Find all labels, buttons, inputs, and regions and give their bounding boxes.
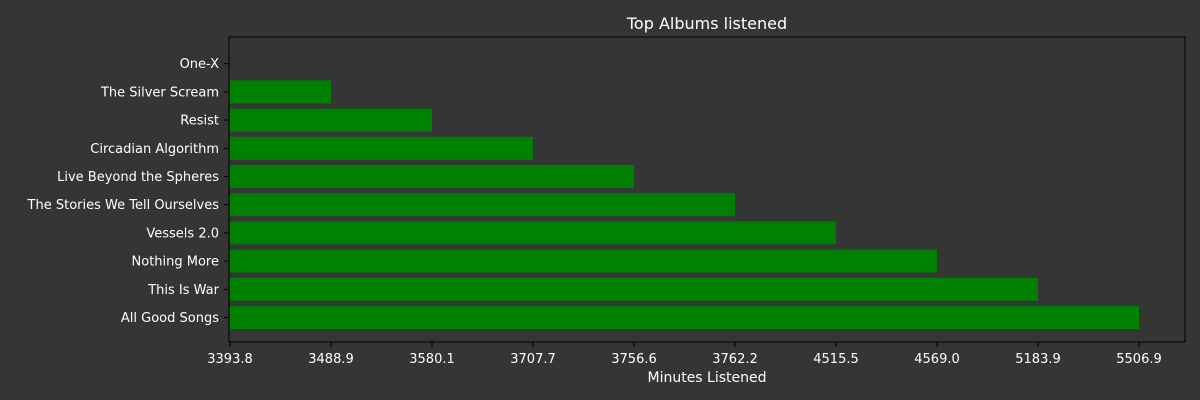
y-tick-label: Resist — [180, 114, 219, 129]
y-tick-label: Circadian Algorithm — [90, 142, 219, 157]
y-tick-label: The Silver Scream — [100, 85, 219, 100]
y-tick-label: This Is War — [147, 283, 219, 298]
x-tick-label: 5506.9 — [1116, 352, 1162, 367]
y-tick-label: Live Beyond the Spheres — [57, 170, 219, 185]
x-tick-label: 3393.8 — [207, 352, 253, 367]
x-tick-label: 3580.1 — [409, 352, 455, 367]
x-tick-labels: 3393.8 3488.9 3580.1 3707.7 3756.6 3762.2 4515… — [207, 342, 1162, 367]
bar-5 — [230, 193, 735, 217]
y-tick-label: Vessels 2.0 — [146, 226, 219, 241]
bar-1 — [230, 306, 1139, 329]
plot-frame — [228, 36, 1186, 343]
x-tick-label: 4569.0 — [914, 352, 960, 367]
y-tick-label: Nothing More — [132, 255, 219, 270]
x-axis-label: Minutes Listened — [647, 370, 766, 386]
bar-9 — [230, 80, 331, 104]
x-tick-label: 3756.6 — [611, 352, 657, 367]
bar-3 — [230, 249, 937, 273]
y-tick-labels: All Good Songs This Is War Nothing More Ves… — [27, 57, 229, 326]
x-tick-label: 4515.5 — [813, 352, 859, 367]
y-tick-label: The Stories We Tell Ourselves — [27, 198, 220, 213]
y-tick-label: One-X — [180, 57, 220, 72]
x-tick-label: 5183.9 — [1015, 352, 1061, 367]
bar-8 — [230, 108, 432, 132]
chart-title: Top Albums listened — [626, 14, 787, 33]
x-tick-label: 3707.7 — [510, 352, 556, 367]
bar-4 — [230, 221, 836, 245]
bar-2 — [230, 277, 1038, 301]
bar-6 — [230, 165, 634, 188]
bars-group — [230, 80, 1139, 329]
y-tick-label: All Good Songs — [121, 311, 219, 326]
bar-7 — [230, 136, 533, 160]
x-tick-label: 3762.2 — [712, 352, 758, 367]
x-tick-label: 3488.9 — [308, 352, 354, 367]
